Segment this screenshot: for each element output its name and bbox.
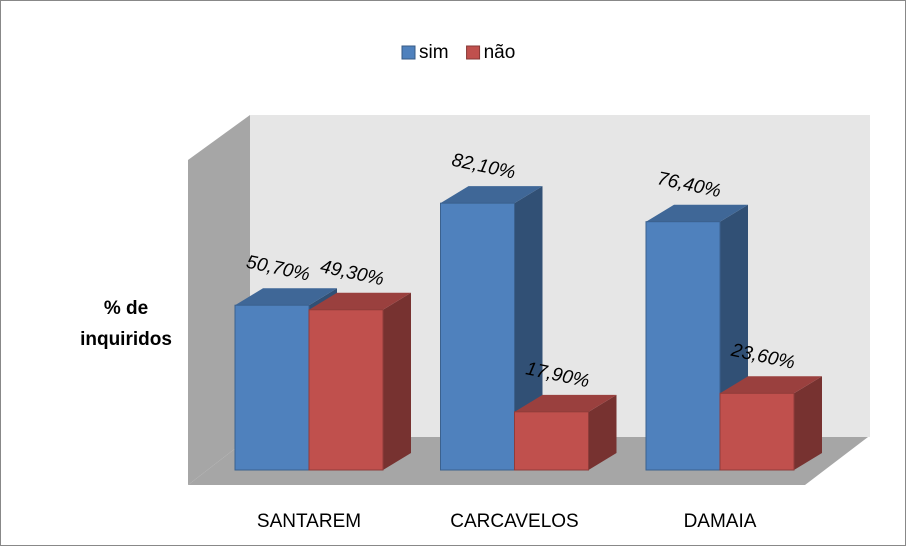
bar-side — [588, 394, 617, 470]
y-axis-label: inquiridos — [80, 329, 172, 350]
bar-top — [720, 376, 822, 394]
bar-top — [440, 186, 543, 204]
bar-side — [514, 186, 543, 471]
legend-label: sim — [419, 42, 449, 63]
y-axis-label: % de — [104, 298, 148, 319]
bar — [645, 221, 721, 471]
bar-side — [794, 376, 822, 470]
bar — [234, 304, 310, 471]
x-tick-label: SANTAREM — [257, 511, 361, 532]
legend-swatch — [401, 45, 416, 60]
bar-top — [235, 288, 337, 306]
bar-top — [646, 204, 748, 222]
legend-label: não — [484, 42, 516, 63]
legend-swatch — [466, 45, 481, 60]
x-tick-label: DAMAIA — [684, 511, 757, 532]
bar — [308, 309, 384, 471]
bar — [440, 202, 515, 471]
bar — [514, 411, 589, 471]
bar-top — [309, 292, 411, 310]
x-tick-label: CARCAVELOS — [450, 511, 578, 532]
bar-top — [514, 394, 617, 412]
bar — [719, 392, 795, 471]
bar-side — [383, 292, 411, 470]
